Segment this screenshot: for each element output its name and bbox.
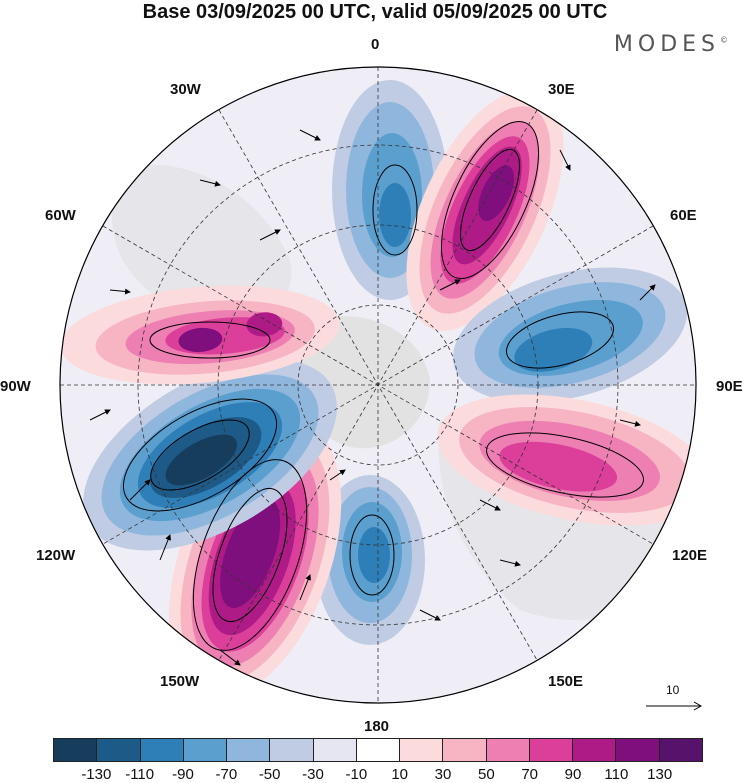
colorbar-tick-label: -50 (258, 766, 281, 783)
brand-name: MODES (613, 32, 720, 57)
colorbar-cell (529, 739, 574, 761)
colorbar-cell (573, 739, 617, 761)
graticule (60, 67, 696, 703)
lon-label-150e: 150E (548, 673, 584, 690)
colorbar-tick-label: -30 (302, 766, 324, 783)
colorbar-cell (54, 739, 98, 761)
colorbar-cell (659, 739, 702, 761)
colorbar-tick-label: -90 (172, 766, 194, 783)
colorbar-tick-label: 110 (604, 766, 629, 783)
lon-label-90e: 90E (716, 378, 743, 395)
anomaly-low-west (83, 359, 337, 551)
colorbar-tick-label: -10 (345, 766, 368, 783)
streamlines (122, 120, 644, 651)
colorbar (53, 738, 703, 762)
colorbar-cell (227, 739, 271, 761)
map-border (59, 66, 697, 704)
colorbar-cell (400, 739, 444, 761)
lon-label-180: 180 (364, 718, 390, 735)
colorbar-cell (486, 739, 530, 761)
colorbar-cell (443, 739, 487, 761)
colorbar-cell (140, 739, 184, 761)
anomaly-high-nw (60, 285, 340, 385)
brand-logo: MODES© (614, 32, 728, 57)
colorbar-tick-label: -70 (215, 766, 238, 783)
lon-label-120w: 120W (36, 547, 76, 564)
colorbar-cell (183, 739, 228, 761)
colorbar-tick-label: 70 (521, 766, 538, 783)
colorbar-cell (270, 739, 314, 761)
reference-vector-arrow (646, 701, 703, 711)
reference-vector-label: 10 (666, 683, 680, 697)
colorbar-cell (356, 739, 401, 761)
lon-label-150w: 150W (160, 673, 200, 690)
lon-label-0: 0 (371, 36, 380, 53)
colorbar-cell (616, 739, 660, 761)
lon-label-30w: 30W (170, 81, 201, 98)
colorbar-tick-label: 50 (477, 766, 495, 783)
lon-label-30e: 30E (548, 81, 575, 98)
colorbar-tick-label: 130 (647, 766, 673, 783)
brand-mark: © (720, 35, 728, 45)
anomaly-low-south (315, 475, 425, 645)
land-greenland (111, 164, 292, 326)
lon-label-60w: 60W (45, 207, 76, 224)
colorbar-cell (97, 739, 141, 761)
lon-label-90w: 90W (0, 378, 31, 395)
anomaly-low-east (452, 267, 688, 403)
anomaly-high-ne (406, 89, 564, 331)
colorbar-tick-label: 30 (434, 766, 452, 783)
colorbar-tick-label: -130 (81, 766, 112, 783)
lon-label-120e: 120E (672, 547, 708, 564)
anomaly-high-se (437, 394, 696, 526)
colorbar-tick-label: -110 (125, 766, 155, 783)
map-title: Base 03/09/2025 00 UTC, valid 05/09/2025… (142, 1, 608, 23)
colorbar-tick-label: 10 (391, 766, 408, 783)
colorbar-cell (313, 739, 357, 761)
lon-label-60e: 60E (670, 207, 697, 224)
map-field (60, 67, 696, 703)
colorbar-tick-label: 90 (564, 766, 582, 783)
